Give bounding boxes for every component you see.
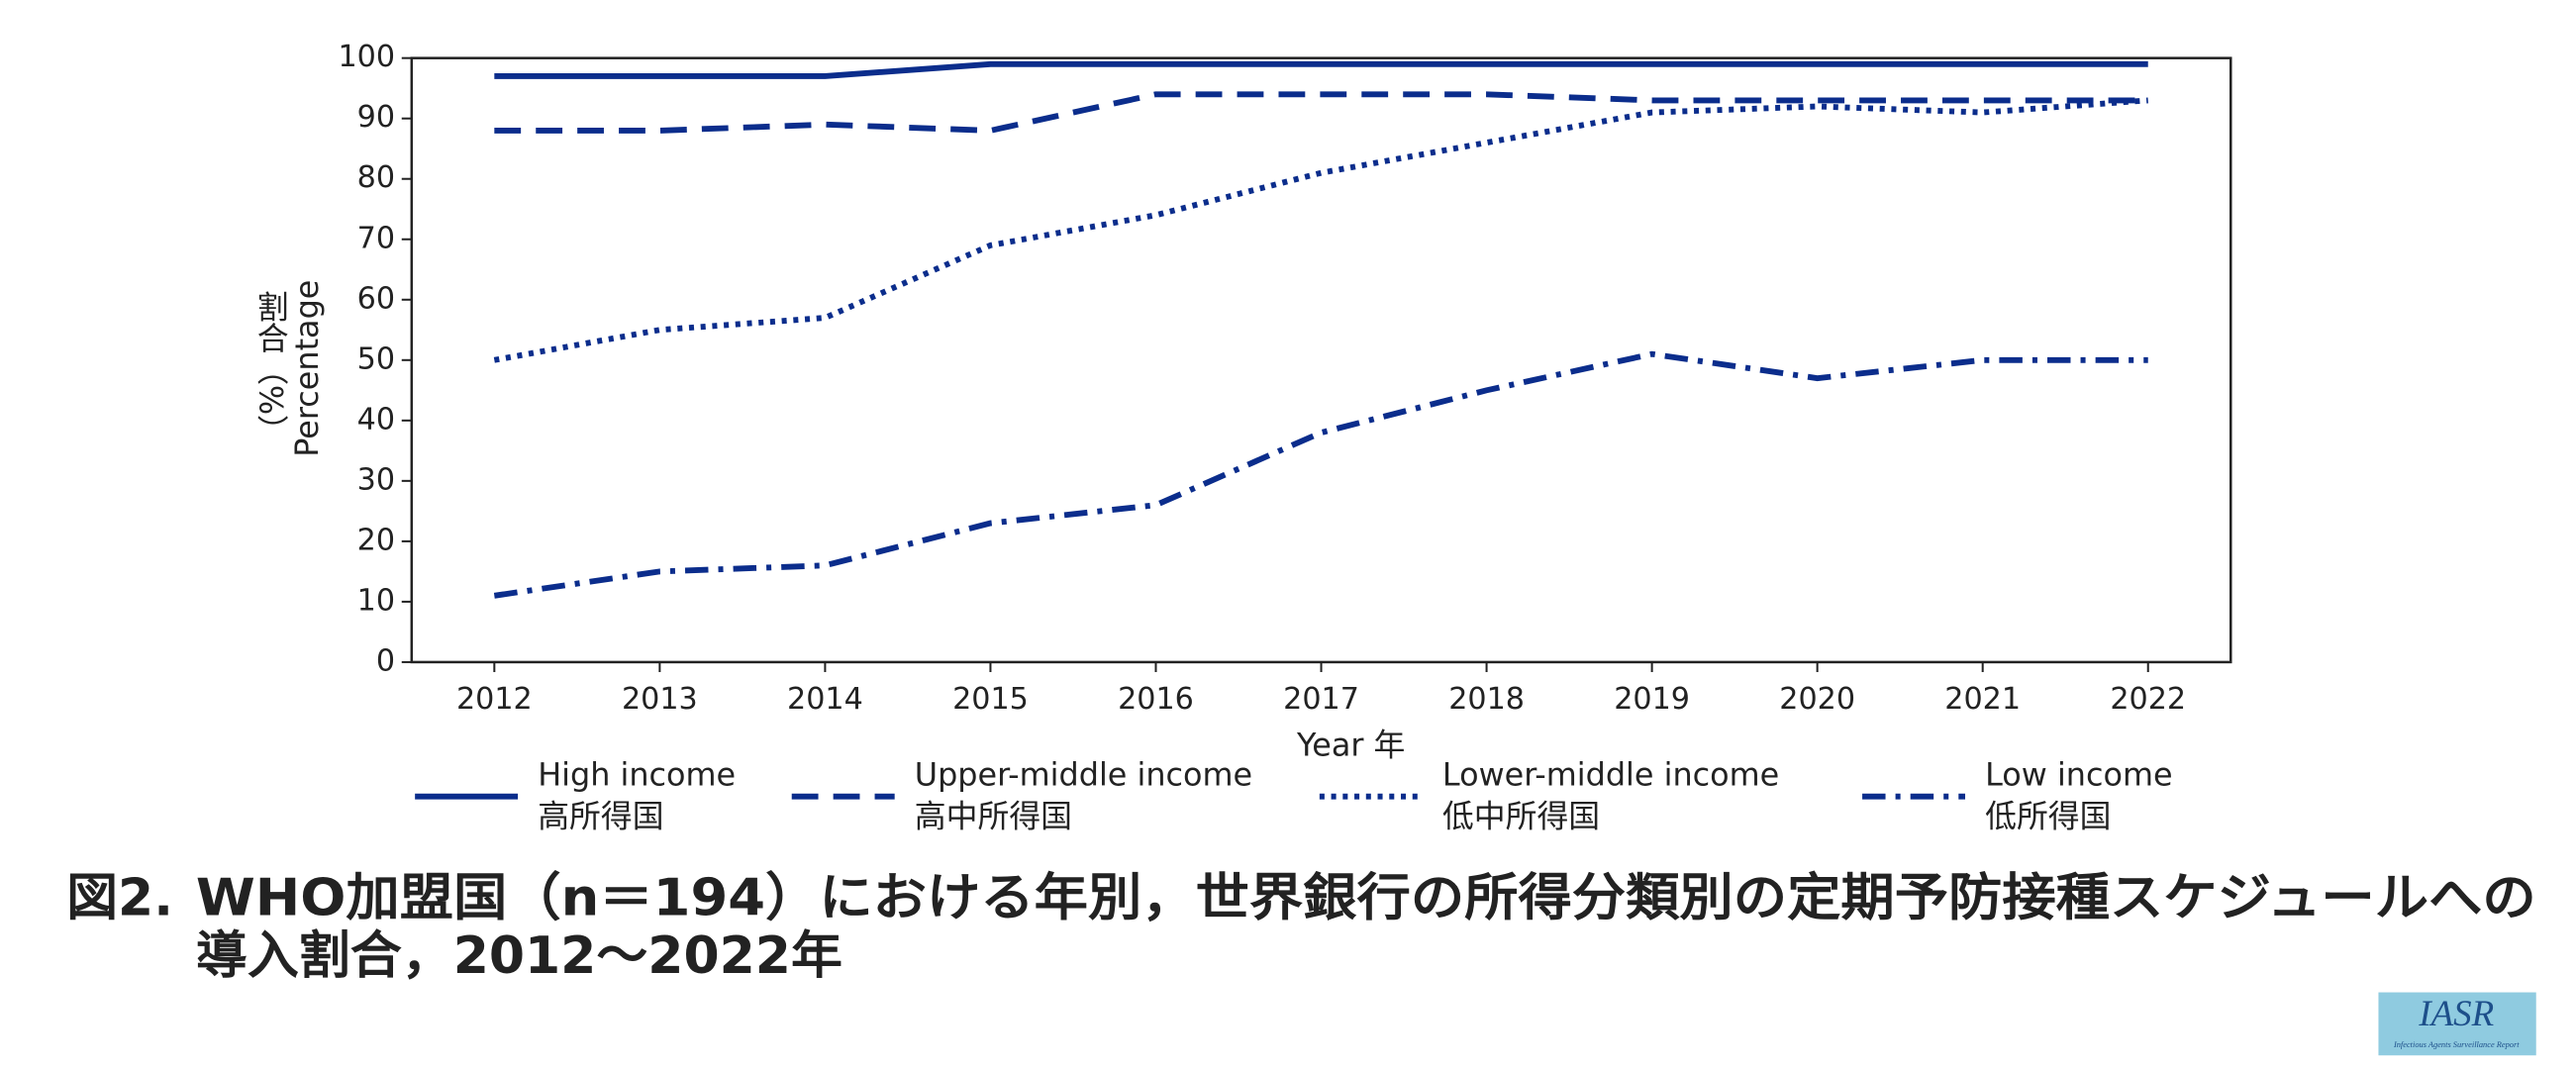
logo-subtitle: Infectious Agents Surveillance Report: [2393, 1040, 2520, 1049]
legend-label: High income: [538, 756, 736, 794]
y-tick-label: 80: [357, 160, 395, 195]
legend-label: Upper-middle income: [915, 756, 1252, 794]
caption-line: 導入割合，2012～2022年: [196, 926, 842, 986]
x-tick-label: 2014: [787, 682, 863, 717]
caption-line: WHO加盟国（n＝194）における年別，世界銀行の所得分類別の定期予防接種スケジ…: [196, 868, 2536, 927]
y-axis-label-ja: 割合（%）: [252, 290, 290, 446]
legend-label-ja: 高中所得国: [915, 798, 1072, 835]
x-axis-label: Year 年: [1296, 726, 1405, 763]
legend-label: Lower-middle income: [1442, 756, 1779, 794]
x-tick-label: 2012: [456, 682, 533, 717]
x-tick-label: 2022: [2110, 682, 2186, 717]
y-tick-label: 70: [357, 221, 395, 255]
data-line: [494, 91, 2148, 134]
x-tick-label: 2016: [1118, 682, 1194, 717]
figure-label: 図2.: [66, 868, 173, 927]
legend-label: Low income: [1985, 756, 2172, 794]
legend-label-ja: 低所得国: [1985, 798, 2111, 835]
x-tick-label: 2019: [1614, 682, 1690, 717]
x-tick-label: 2017: [1283, 682, 1359, 717]
data-line: [493, 350, 2148, 599]
y-tick-label: 10: [357, 583, 395, 618]
y-tick-label: 50: [357, 341, 395, 376]
data-line: [494, 60, 2148, 79]
y-tick-label: 60: [357, 281, 395, 316]
x-tick-label: 2018: [1448, 682, 1525, 717]
y-tick-label: 90: [357, 100, 395, 135]
x-tick-label: 2020: [1779, 682, 1855, 717]
data-line: [493, 97, 2148, 363]
y-tick-label: 30: [357, 462, 395, 497]
logo-box: [2378, 992, 2536, 1056]
logo-title: IASR: [2418, 993, 2494, 1033]
y-axis-label: Percentage: [288, 280, 326, 457]
legend-label-ja: 低中所得国: [1442, 798, 1600, 835]
y-tick-label: 100: [338, 40, 395, 74]
x-tick-label: 2021: [1944, 682, 2021, 717]
y-tick-label: 40: [357, 402, 395, 437]
x-tick-label: 2013: [622, 682, 698, 717]
x-tick-label: 2015: [952, 682, 1029, 717]
y-tick-label: 20: [357, 523, 395, 557]
y-tick-label: 0: [376, 643, 395, 678]
legend-label-ja: 高所得国: [538, 798, 663, 835]
